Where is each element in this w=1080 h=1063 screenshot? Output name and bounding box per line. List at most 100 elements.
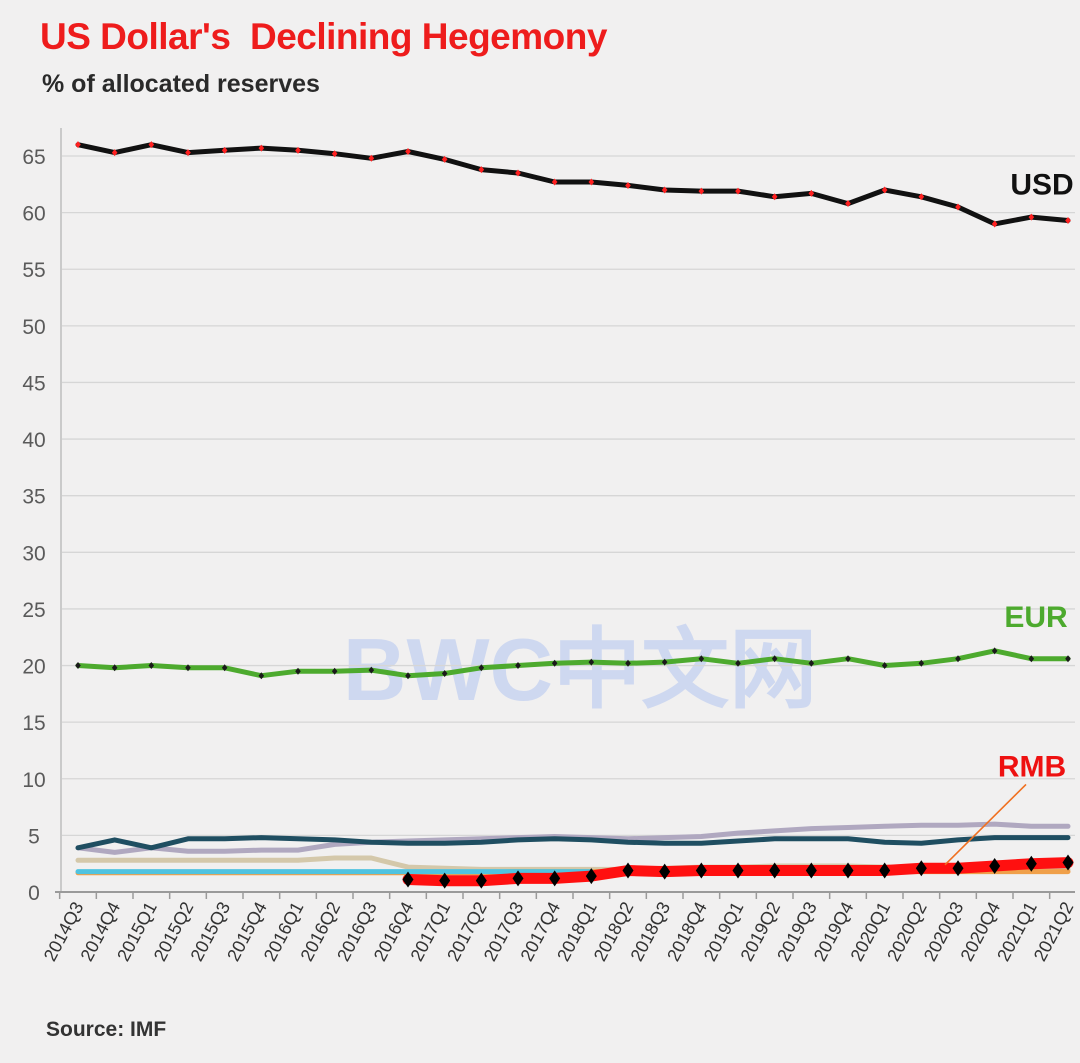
data-point xyxy=(952,860,964,877)
data-point xyxy=(1025,855,1037,872)
data-point xyxy=(1028,213,1035,221)
series-eur xyxy=(75,647,1071,680)
data-point xyxy=(148,662,155,670)
data-point xyxy=(588,658,595,666)
y-tick-label: 5 xyxy=(28,825,40,848)
data-point xyxy=(918,193,925,201)
data-point xyxy=(441,155,448,163)
data-point xyxy=(515,662,521,670)
series-line xyxy=(75,142,1071,227)
data-point xyxy=(148,141,155,149)
y-tick-label: 55 xyxy=(22,259,45,282)
data-point xyxy=(405,147,411,155)
data-point xyxy=(478,166,485,174)
data-point xyxy=(402,871,414,888)
data-point xyxy=(368,666,375,674)
data-point xyxy=(735,187,741,195)
data-point xyxy=(185,664,191,672)
data-point xyxy=(331,667,338,675)
data-point xyxy=(845,655,851,663)
chart-subtitle: % of allocated reserves xyxy=(42,70,320,98)
data-point xyxy=(955,655,961,663)
series-label-eur: EUR xyxy=(1004,601,1068,634)
data-point xyxy=(955,203,961,211)
data-point xyxy=(881,186,888,194)
data-point xyxy=(549,870,561,887)
y-tick-label: 60 xyxy=(22,203,45,226)
y-tick-label: 0 xyxy=(28,882,40,905)
data-point xyxy=(1028,655,1035,663)
data-point xyxy=(808,659,815,667)
data-point xyxy=(1062,854,1074,871)
data-point xyxy=(221,146,228,154)
data-point xyxy=(515,169,521,177)
data-point xyxy=(732,862,744,879)
data-point xyxy=(769,862,781,879)
data-point xyxy=(585,868,597,885)
data-point xyxy=(991,647,998,655)
source-note: Source: IMF xyxy=(46,1018,167,1041)
y-tick-label: 45 xyxy=(22,372,45,395)
data-point xyxy=(918,659,925,667)
data-point xyxy=(331,150,338,158)
chart-title: US Dollar's Declining Hegemony xyxy=(40,16,607,57)
data-point xyxy=(1065,217,1071,225)
data-point xyxy=(659,863,671,880)
data-point xyxy=(845,200,851,208)
y-tick-label: 20 xyxy=(22,656,45,679)
data-point xyxy=(439,872,451,889)
data-point xyxy=(478,664,485,672)
data-point xyxy=(661,658,668,666)
y-tick-label: 30 xyxy=(22,542,45,565)
data-point xyxy=(698,655,705,663)
data-point xyxy=(695,862,707,879)
data-point xyxy=(185,149,191,157)
data-point xyxy=(805,862,817,879)
series-usd xyxy=(75,141,1071,228)
series-line xyxy=(75,648,1071,679)
data-point xyxy=(405,672,411,680)
y-tick-label: 40 xyxy=(22,429,45,452)
data-point xyxy=(551,659,558,667)
y-tick-label: 35 xyxy=(22,486,45,509)
data-point xyxy=(625,181,631,189)
data-point xyxy=(75,141,81,149)
data-point xyxy=(258,672,265,680)
data-point xyxy=(622,862,634,879)
data-point xyxy=(661,186,668,194)
rmb-pointer-line xyxy=(944,783,1027,866)
data-point xyxy=(625,659,631,667)
data-point xyxy=(915,860,927,877)
series-other-3 xyxy=(75,835,1071,851)
y-tick-label: 10 xyxy=(22,769,45,792)
data-point xyxy=(771,655,778,663)
data-point xyxy=(881,662,888,670)
series-label-usd: USD xyxy=(1010,168,1073,201)
data-point xyxy=(475,872,487,889)
data-point xyxy=(989,857,1001,874)
data-point xyxy=(111,149,118,157)
series-rmb xyxy=(402,854,1074,889)
data-point xyxy=(1065,655,1071,663)
data-point xyxy=(368,154,375,162)
series-label-rmb: RMB xyxy=(998,751,1066,784)
data-point xyxy=(75,662,81,670)
data-point xyxy=(808,189,815,197)
data-point xyxy=(258,144,265,152)
data-point xyxy=(698,187,705,195)
y-tick-label: 50 xyxy=(22,316,45,339)
data-point xyxy=(295,667,301,675)
watermark: BWC中文网 xyxy=(343,620,817,719)
y-tick-label: 25 xyxy=(22,599,45,622)
data-point xyxy=(771,193,778,201)
data-point xyxy=(295,146,301,154)
data-point xyxy=(551,178,558,186)
series-line xyxy=(75,835,1071,851)
data-point xyxy=(588,178,595,186)
data-point xyxy=(879,862,891,879)
y-tick-label: 15 xyxy=(22,712,45,735)
data-point xyxy=(991,220,998,228)
data-point xyxy=(512,870,524,887)
data-point xyxy=(842,862,854,879)
